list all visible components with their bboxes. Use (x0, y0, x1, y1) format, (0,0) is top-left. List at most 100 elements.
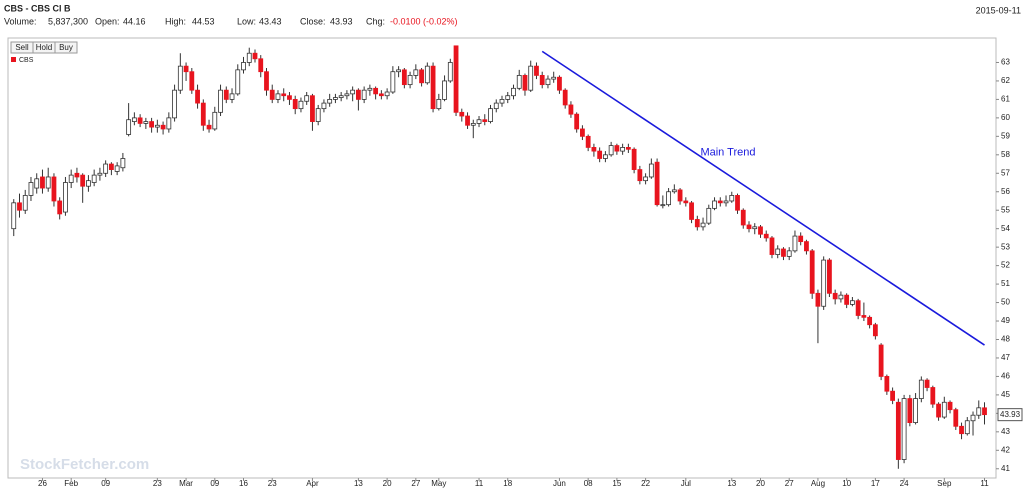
candle-body (872, 324, 878, 337)
candle-body (206, 124, 212, 130)
x-tick-label: 17 (871, 479, 880, 488)
candle-body (218, 89, 223, 113)
candle-body (97, 172, 103, 176)
candle-body (350, 89, 356, 95)
x-tick-label: Feb (64, 479, 78, 488)
candle-body (689, 202, 694, 220)
candle-body (344, 93, 350, 97)
candle-body (223, 89, 229, 100)
button-label[interactable]: Buy (59, 43, 73, 52)
y-tick-label: 58 (1001, 150, 1010, 159)
candle-body (562, 89, 568, 106)
candle-body (522, 74, 528, 91)
candle-body (327, 99, 333, 104)
candle-body (585, 135, 591, 148)
candle-body (361, 89, 367, 100)
candle-body (401, 69, 407, 86)
watermark: StockFetcher.com (20, 456, 149, 473)
candle-body (45, 176, 51, 189)
candle-body (614, 145, 620, 152)
candle-body (22, 195, 28, 211)
candle-body (493, 102, 499, 110)
candle-body (769, 237, 775, 255)
trend-label: Main Trend (700, 147, 755, 159)
candle-body (694, 219, 700, 228)
x-tick-label: 27 (785, 479, 794, 488)
candle-body (809, 250, 815, 294)
candle-body (924, 379, 930, 388)
button-label[interactable]: Sell (15, 43, 29, 52)
candle-body (941, 401, 947, 418)
candle-body (258, 58, 264, 73)
candle-body (539, 74, 545, 86)
candle-body (895, 401, 901, 460)
x-tick-label: Apr (306, 479, 319, 488)
stats: Volume: 5,837,300 Open: 44.16 High: 44.53 Low:… (4, 16, 458, 26)
stat-label: Open: (95, 16, 120, 26)
candle-body (120, 158, 126, 169)
y-tick-label: 47 (1001, 353, 1010, 362)
y-tick-label: 59 (1001, 131, 1010, 140)
candle-body (367, 87, 373, 91)
candle-body (838, 294, 844, 300)
candle-body (625, 147, 631, 150)
candle-body (804, 241, 809, 252)
candle-body (964, 420, 970, 435)
x-tick-label: 24 (900, 479, 909, 488)
x-tick-label: 16 (239, 479, 248, 488)
candle-body (252, 52, 258, 60)
candle-body (333, 97, 338, 100)
candle-body (631, 148, 637, 170)
y-tick-label: 60 (1001, 113, 1010, 122)
candle-body (108, 163, 114, 170)
candle-body (511, 87, 516, 97)
candle-body (861, 315, 867, 318)
candle-body (970, 414, 976, 422)
candle-body (459, 111, 465, 117)
stat-value: 43.43 (259, 16, 282, 26)
stat-value: -0.0100 (-0.02%) (390, 16, 458, 26)
y-tick-label: 57 (1001, 168, 1010, 177)
candle-body (735, 195, 740, 211)
candle-body (798, 235, 804, 243)
candle-body (602, 154, 608, 159)
x-tick-label: 10 (842, 479, 851, 488)
candle-body (683, 200, 689, 204)
candle-body (287, 95, 292, 100)
candle-body (476, 119, 482, 124)
candle-body (786, 250, 792, 257)
button-label[interactable]: Hold (36, 43, 52, 52)
candle-body (17, 202, 22, 211)
last-price-box (997, 408, 1023, 422)
candle-body (143, 121, 149, 124)
x-tick-label: 15 (612, 479, 621, 488)
stat-label: Low: (237, 16, 256, 26)
candle-body (195, 89, 200, 104)
candle-body (580, 128, 585, 137)
x-tick-label: Jun (553, 479, 566, 488)
candle-body (396, 69, 402, 73)
button[interactable] (54, 41, 78, 54)
candle-body (126, 119, 132, 135)
candle-body (827, 259, 832, 294)
candle-body (63, 182, 68, 213)
candle-body (551, 76, 557, 80)
x-tick-label: 11 (475, 479, 484, 488)
candle-body (936, 403, 941, 418)
candle-body (465, 115, 470, 126)
candle-body (86, 180, 91, 187)
candle-body (740, 209, 746, 226)
y-tick-label: 62 (1001, 76, 1010, 85)
candle-body (298, 100, 304, 110)
candle-body (34, 178, 40, 189)
x-tick-label: May (431, 479, 446, 488)
title: CBS - CBS Cl B (4, 3, 71, 13)
y-tick-label: 61 (1001, 95, 1010, 104)
x-tick-label: 11 (980, 479, 989, 488)
candle-body (74, 172, 80, 178)
candle-body (907, 398, 913, 423)
candle-body (717, 200, 723, 204)
candle-body (482, 119, 488, 122)
